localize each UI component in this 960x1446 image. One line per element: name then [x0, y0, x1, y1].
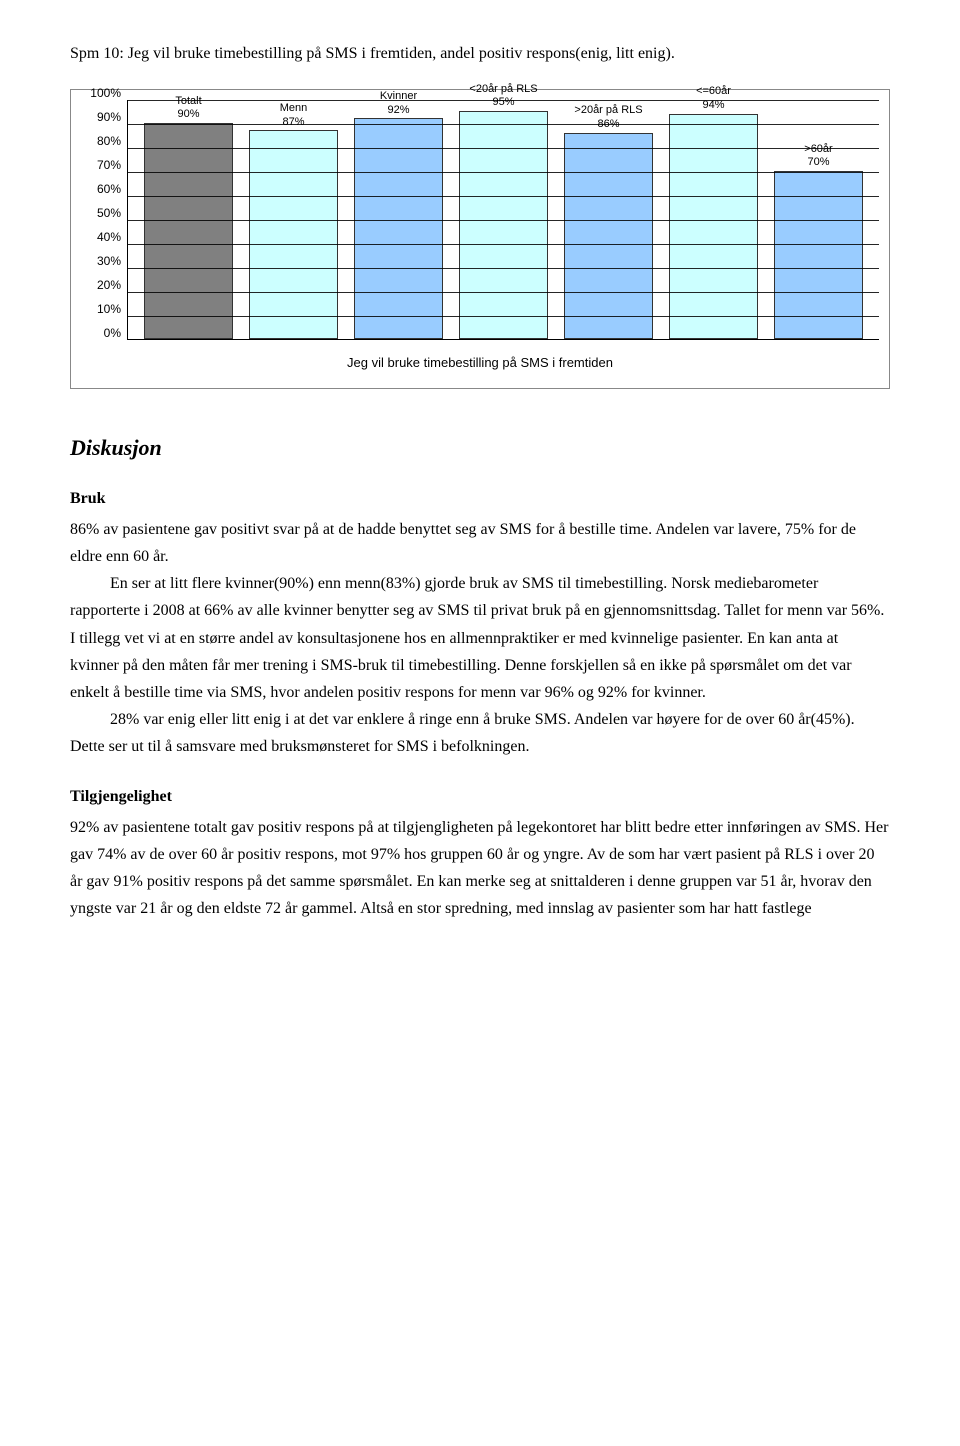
y-axis: 100%90%80%70%60%50%40%30%20%10%0%	[81, 100, 127, 340]
bar: >20år på RLS 86%	[564, 133, 652, 339]
bar-label: >60år 70%	[758, 143, 879, 173]
grid-line	[128, 196, 879, 197]
bar-label: Kvinner 92%	[338, 90, 459, 120]
bar: Menn 87%	[249, 130, 337, 339]
paragraph: 28% var enig eller litt enig i at det va…	[70, 706, 890, 760]
paragraph: En ser at litt flere kvinner(90%) enn me…	[70, 570, 890, 706]
chart-caption: Jeg vil bruke timebestilling på SMS i fr…	[81, 352, 879, 374]
bar-label: >20år på RLS 86%	[548, 104, 669, 134]
bar: Totalt 90%	[144, 123, 232, 339]
grid-line	[128, 124, 879, 125]
grid-line	[128, 148, 879, 149]
chart-plot-area: Totalt 90%Menn 87%Kvinner 92%<20år på RL…	[127, 100, 879, 340]
grid-line	[128, 172, 879, 173]
bar: Kvinner 92%	[354, 118, 442, 339]
chart-container: 100%90%80%70%60%50%40%30%20%10%0% Totalt…	[70, 89, 890, 389]
grid-line	[128, 316, 879, 317]
paragraph: 86% av pasientene gav positivt svar på a…	[70, 516, 890, 570]
bar-label: <20år på RLS 95%	[443, 83, 564, 113]
grid-line	[128, 244, 879, 245]
bar-label: Totalt 90%	[128, 95, 249, 125]
grid-line	[128, 100, 879, 101]
heading-bruk: Bruk	[70, 485, 890, 512]
grid-line	[128, 268, 879, 269]
grid-line	[128, 220, 879, 221]
grid-line	[128, 292, 879, 293]
page-title: Spm 10: Jeg vil bruke timebestilling på …	[70, 40, 890, 67]
bar: <20år på RLS 95%	[459, 111, 547, 339]
bar-label: Menn 87%	[233, 102, 354, 132]
paragraph: 92% av pasientene totalt gav positiv res…	[70, 814, 890, 923]
heading-tilgjengelighet: Tilgjengelighet	[70, 783, 890, 810]
heading-diskusjon: Diskusjon	[70, 429, 890, 466]
